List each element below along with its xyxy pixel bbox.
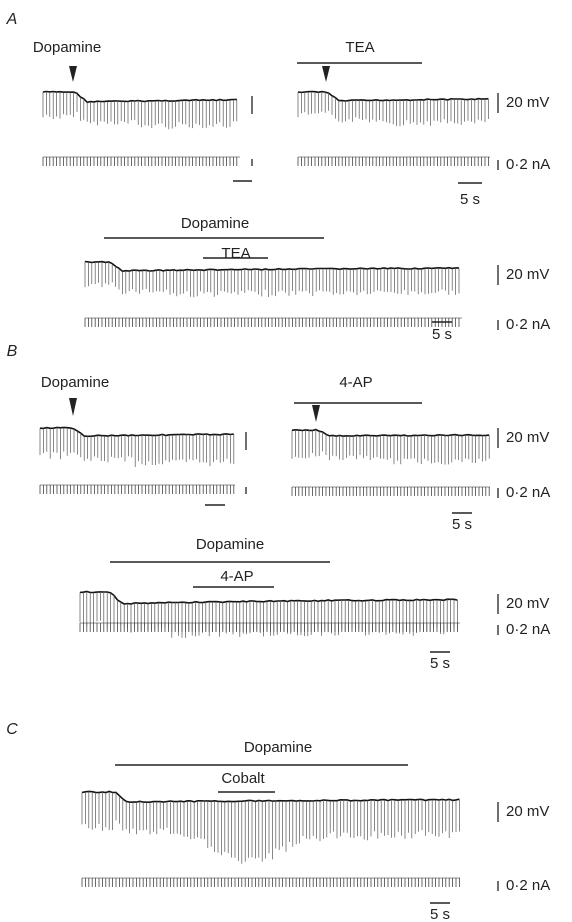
- application-arrow: [312, 405, 320, 422]
- voltage-scale-label: 20 mV: [506, 94, 549, 111]
- voltage-trace-responses: [39, 427, 235, 467]
- application-arrow: [69, 66, 77, 82]
- voltage-trace-baseline: [39, 426, 234, 438]
- voltage-scale-label: 20 mV: [506, 429, 549, 446]
- voltage-trace-responses: [84, 261, 460, 298]
- panel-label: C: [6, 721, 18, 738]
- application-arrow: [322, 66, 330, 82]
- drug-label: TEA: [345, 39, 374, 56]
- voltage-trace-responses: [291, 429, 490, 465]
- time-scale-label: 5 s: [460, 191, 480, 208]
- voltage-trace-baseline: [79, 590, 458, 605]
- time-scale-label: 5 s: [452, 516, 472, 533]
- current-trace: [42, 157, 238, 166]
- current-scale-label: 0·2 nA: [506, 316, 550, 333]
- current-trace: [84, 318, 460, 327]
- voltage-trace-baseline: [42, 90, 237, 104]
- drug-label: 4-AP: [339, 374, 372, 391]
- time-scale-label: 5 s: [430, 906, 450, 922]
- voltage-scale-label: 20 mV: [506, 595, 549, 612]
- drug-label: Dopamine: [196, 536, 264, 553]
- drug-label: 4-AP: [220, 568, 253, 585]
- panel-label: B: [7, 343, 18, 360]
- voltage-trace-responses: [297, 91, 489, 127]
- voltage-scale-label: 20 mV: [506, 266, 549, 283]
- current-scale-label: 0·2 nA: [506, 156, 550, 173]
- drug-label: Dopamine: [41, 374, 109, 391]
- current-scale-label: 0·2 nA: [506, 621, 550, 638]
- time-scale-label: 5 s: [432, 326, 452, 343]
- drug-label: Dopamine: [181, 215, 249, 232]
- current-trace: [79, 623, 458, 632]
- application-arrow: [69, 398, 77, 416]
- panel-label: A: [6, 11, 18, 28]
- current-trace: [81, 878, 460, 887]
- drug-label: TEA: [221, 245, 250, 262]
- drug-label: Cobalt: [221, 770, 265, 787]
- voltage-trace-baseline: [81, 790, 460, 804]
- drug-label: Dopamine: [33, 39, 101, 56]
- voltage-trace-responses: [42, 91, 238, 130]
- current-scale-label: 0·2 nA: [506, 484, 550, 501]
- voltage-scale-label: 20 mV: [506, 803, 549, 820]
- voltage-trace-responses: [79, 591, 458, 638]
- time-scale-label: 5 s: [430, 655, 450, 672]
- current-trace: [297, 157, 489, 166]
- drug-label: Dopamine: [244, 739, 312, 756]
- current-trace: [39, 485, 235, 494]
- current-scale-label: 0·2 nA: [506, 877, 550, 894]
- voltage-trace-responses: [81, 791, 460, 864]
- current-trace: [291, 487, 490, 496]
